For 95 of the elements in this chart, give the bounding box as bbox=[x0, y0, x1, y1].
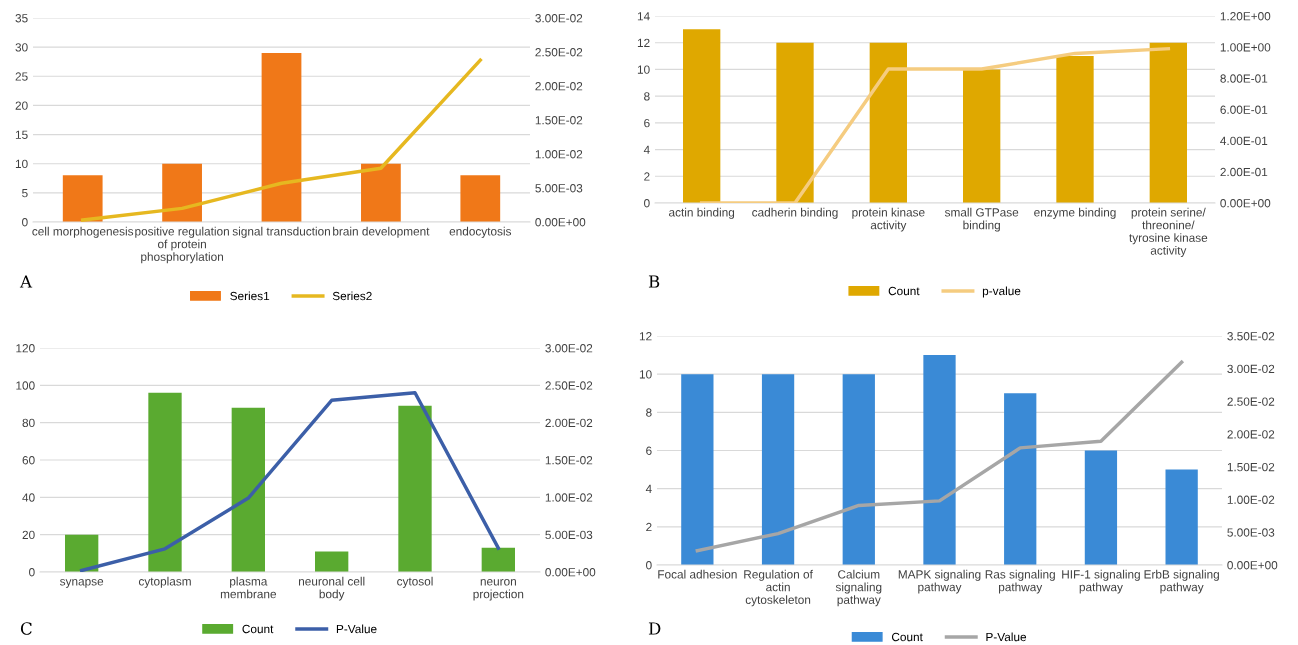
y2-tick-label: 0.00E+00 bbox=[1220, 199, 1271, 208]
y2-tick-label: 2.50E-02 bbox=[1227, 397, 1275, 406]
legend-label: P-Value bbox=[336, 624, 377, 634]
y2-tick-label: 2.50E-02 bbox=[535, 48, 583, 57]
y-tick-label: 30 bbox=[15, 43, 28, 52]
x-tick-label: neuronal cell body bbox=[298, 576, 365, 601]
y-tick-label: 0 bbox=[22, 218, 28, 227]
legend-label: Count bbox=[891, 632, 923, 642]
x-tick-label: synapse bbox=[60, 579, 104, 588]
y2-tick-label: 3.50E-02 bbox=[1227, 332, 1275, 341]
y-tick-label: 40 bbox=[22, 493, 35, 502]
y2-tick-label: 0.00E+00 bbox=[1227, 561, 1278, 570]
x-tick-label: Ras signaling pathway bbox=[985, 569, 1055, 594]
y2-tick-label: 8.00E-01 bbox=[1220, 74, 1268, 83]
x-tick-label: Regulation of actin cytoskeleton bbox=[744, 569, 813, 607]
y-tick-label: 12 bbox=[637, 38, 650, 47]
y2-tick-label: 0.00E+00 bbox=[535, 218, 586, 227]
y-tick-label: 4 bbox=[643, 145, 650, 154]
y-tick-label: 100 bbox=[16, 381, 35, 390]
y-tick-label: 20 bbox=[15, 101, 28, 110]
y-tick-label: 4 bbox=[645, 484, 652, 493]
x-tick-label: protein serine/ threonine/ tyrosine kinase activity bbox=[1129, 207, 1208, 258]
y2-tick-label: 5.00E-03 bbox=[1227, 528, 1275, 537]
x-tick-label: protein kinase activity bbox=[852, 207, 925, 232]
y2-tick-label: 5.00E-03 bbox=[535, 184, 583, 193]
x-tick-label: brain development bbox=[333, 226, 430, 238]
legend-label: P-Value bbox=[986, 632, 1027, 642]
y2-tick-label: 2.00E-02 bbox=[545, 418, 593, 428]
legend-label: Count bbox=[888, 286, 920, 296]
y-tick-label: 6 bbox=[644, 118, 650, 128]
y-tick-label: 6 bbox=[646, 446, 652, 455]
y2-tick-label: 1.00E-02 bbox=[545, 493, 593, 502]
y-tick-label: 15 bbox=[15, 130, 28, 139]
y2-tick-label: 2.00E-02 bbox=[1227, 430, 1275, 439]
y2-tick-label: 5.00E-03 bbox=[545, 530, 593, 540]
y-tick-label: 10 bbox=[639, 370, 652, 379]
y2-tick-label: 1.00E+00 bbox=[1220, 43, 1271, 52]
y2-tick-label: 3.00E-02 bbox=[1227, 364, 1275, 374]
x-tick-label: neuron projection bbox=[473, 579, 524, 601]
y-tick-label: 12 bbox=[639, 332, 652, 341]
y-tick-label: 10 bbox=[15, 159, 28, 169]
text: C bbox=[20, 622, 32, 635]
x-tick-label: Calcium signaling pathway bbox=[835, 569, 882, 607]
y-tick-label: 5 bbox=[22, 189, 28, 198]
y-tick-label: 0 bbox=[29, 568, 35, 577]
legend-label: Count bbox=[242, 624, 274, 634]
y-tick-label: 0 bbox=[644, 199, 650, 208]
legend-label: Series2 bbox=[332, 291, 372, 301]
y2-tick-label: 6.00E-01 bbox=[1220, 105, 1268, 114]
x-tick-label: endocytosis bbox=[449, 226, 512, 238]
y2-tick-label: 1.50E-02 bbox=[545, 456, 593, 465]
y-tick-label: 10 bbox=[637, 65, 650, 74]
x-tick-label: signal transduction bbox=[232, 226, 330, 238]
y-tick-label: 120 bbox=[16, 344, 35, 353]
y2-tick-label: 4.00E-01 bbox=[1220, 136, 1268, 146]
y2-tick-label: 2.00E-01 bbox=[1220, 167, 1268, 177]
y2-tick-label: 3.00E-02 bbox=[535, 14, 583, 23]
x-tick-label: plasma membrane bbox=[220, 576, 277, 599]
y2-tick-label: 2.50E-02 bbox=[545, 381, 593, 390]
x-tick-label: actin binding bbox=[669, 207, 735, 219]
y-tick-label: 80 bbox=[22, 418, 35, 428]
y2-tick-label: 1.50E-02 bbox=[1227, 462, 1275, 472]
y2-tick-label: 1.00E-02 bbox=[535, 150, 583, 159]
y2-tick-label: 1.20E+00 bbox=[1220, 12, 1271, 21]
y-tick-label: 2 bbox=[644, 172, 650, 181]
legend-label: p-value bbox=[982, 286, 1021, 298]
y2-tick-label: 1.00E-02 bbox=[1227, 495, 1275, 504]
legend-label: Series1 bbox=[230, 291, 270, 301]
text: B bbox=[648, 275, 660, 288]
y-tick-label: 0 bbox=[646, 561, 652, 570]
y-tick-label: 2 bbox=[646, 522, 652, 532]
y2-tick-label: 0.00E+00 bbox=[545, 568, 596, 577]
x-tick-label: cytoplasm bbox=[138, 576, 191, 588]
x-tick-label: Focal adhesion bbox=[658, 569, 737, 579]
y2-tick-label: 1.50E-02 bbox=[535, 116, 583, 125]
x-tick-label: positive regulation of protein phosphorylation bbox=[135, 226, 229, 264]
y-tick-label: 25 bbox=[15, 72, 28, 81]
y-tick-label: 60 bbox=[22, 456, 35, 465]
y-tick-label: 35 bbox=[15, 14, 28, 23]
x-tick-label: cadherin binding bbox=[752, 207, 838, 219]
y2-tick-label: 2.00E-02 bbox=[535, 82, 583, 91]
y-tick-label: 14 bbox=[637, 12, 650, 21]
text: D bbox=[648, 622, 661, 635]
x-tick-label: small GTPase binding bbox=[944, 207, 1019, 232]
y2-tick-label: 3.00E-02 bbox=[545, 344, 593, 353]
x-tick-label: enzyme binding bbox=[1034, 207, 1116, 219]
x-tick-label: ErbB signaling pathway bbox=[1144, 569, 1219, 594]
x-tick-label: MAPK signaling pathway bbox=[898, 569, 981, 594]
x-tick-label: cytosol bbox=[397, 576, 433, 588]
text: A bbox=[19, 275, 33, 288]
y-tick-label: 20 bbox=[22, 530, 35, 540]
x-tick-label: HIF-1 signaling pathway bbox=[1062, 569, 1140, 594]
x-tick-label: cell morphogenesis bbox=[32, 226, 134, 238]
y-tick-label: 8 bbox=[646, 408, 652, 417]
y-tick-label: 8 bbox=[644, 92, 650, 101]
